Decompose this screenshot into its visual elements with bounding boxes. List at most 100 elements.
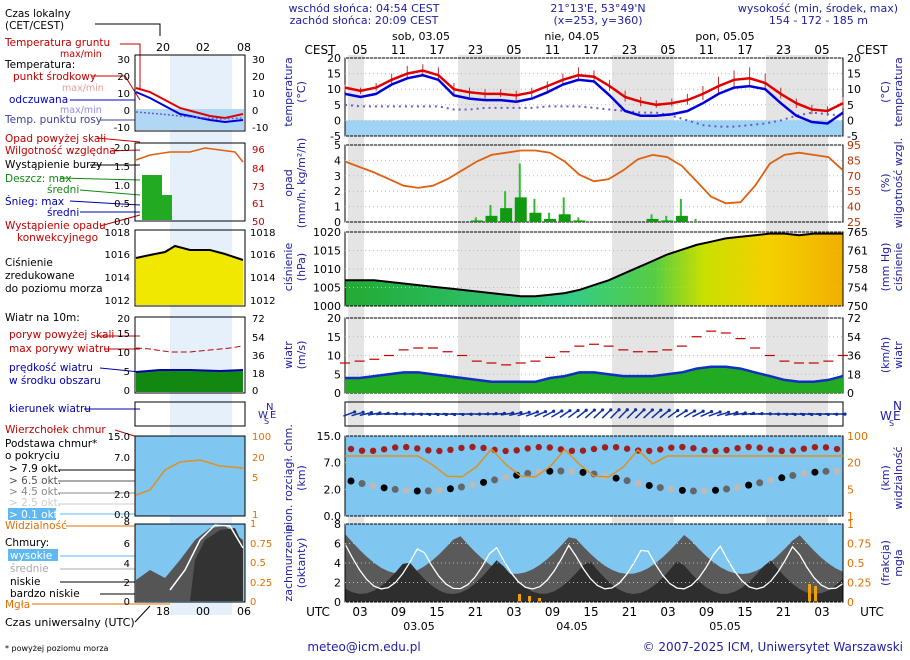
pressure-line — [345, 232, 843, 298]
wind-arrow-head-45 — [726, 410, 731, 414]
wind-arrow-38 — [659, 409, 670, 419]
wind-arrow-40 — [675, 410, 687, 418]
cloud-top-dot-20 — [568, 447, 576, 455]
sunset-text: zachód słońca: 20:09 CEST — [290, 14, 439, 27]
cover-rtick-1: 0.75 — [847, 538, 872, 551]
wind-arrow-42 — [692, 410, 704, 418]
wind-arrow-29 — [584, 409, 595, 419]
temp-ytick-4: 0 — [334, 114, 341, 127]
cloudbase-rtick-3: 1 — [847, 510, 854, 523]
small-press-rtick-3: 1014 — [250, 273, 275, 284]
utc-tick-11: 21 — [776, 605, 791, 619]
rtitle-fog-unit: (frakcja) — [879, 540, 892, 586]
legend-pressure-1: Ciśnienie — [5, 257, 53, 269]
utc-tick-5: 09 — [545, 605, 560, 619]
cest-tick-1: 11 — [391, 43, 406, 57]
wind-ytick-1: 15 — [327, 331, 341, 344]
cest-tick-10: 17 — [737, 43, 752, 57]
cloud-base-panel: 15.0 7.0 2.0 0.0 100 20 5 1 — [317, 430, 869, 523]
cloud-top-dot-0 — [347, 445, 355, 453]
legend-max-min-1: max/min — [62, 83, 104, 94]
wind-arrow-head-24 — [552, 409, 556, 413]
cloud-base-dot-43 — [822, 467, 830, 475]
rtitle-temp-unit: (°C) — [879, 81, 892, 103]
small-cb-tick-3: 2.0 — [114, 490, 130, 501]
wind-arrow-head-43 — [710, 410, 714, 414]
cloud-top-dot-12 — [480, 444, 487, 452]
small-temp-below-zero — [136, 109, 244, 130]
cloud-top-dot-38 — [767, 446, 774, 453]
legend-low: niskie — [10, 576, 41, 588]
cloud-top-dot-19 — [557, 446, 565, 453]
legend-mid-point: punkt środkowy — [13, 71, 96, 83]
wind-arrow-44 — [708, 411, 721, 417]
small-temp-rtick-20: 20 — [252, 72, 265, 83]
rain-mid-bar-15 — [558, 214, 571, 222]
wind-arrow-2 — [359, 411, 372, 417]
rain-mid-bar-9 — [470, 220, 483, 222]
wind-arrow-head-28 — [584, 408, 588, 412]
wind-arrow-46 — [725, 411, 738, 417]
wind-arrow-43 — [700, 410, 712, 418]
legend-clouds: Chmury: — [5, 537, 49, 549]
cloudbase-rtick-1: 20 — [847, 457, 861, 470]
legend-gust-above: poryw powyżej skali — [9, 329, 114, 341]
legend-okt-65: > 6.5 okt. — [9, 475, 61, 487]
small-humidity-line — [135, 147, 244, 163]
wind-arrow-24 — [542, 410, 555, 418]
wind-arrow-head-27 — [576, 408, 580, 413]
small-top-tick-3: 08 — [237, 41, 251, 54]
night-band-2 — [612, 55, 674, 602]
cloud-top-dot-16 — [524, 445, 531, 452]
precip-rtick-0: 95 — [847, 139, 861, 152]
legend: Czas lokalny (CET/CEST) Temperatura grun… — [4, 8, 135, 653]
title-cloud-base: pion. rozciągł. chm. — [282, 424, 295, 532]
wind-arrow-head-44 — [718, 410, 722, 414]
height-values: 154 - 172 - 185 m — [769, 14, 868, 27]
footer-email[interactable]: meteo@icm.edu.pl — [307, 640, 420, 654]
legend-snow-mid: średni — [47, 207, 79, 219]
cloud-top-dot-29 — [668, 444, 675, 451]
cest-tick-7: 23 — [622, 43, 637, 57]
small-top-tick-2: 02 — [196, 41, 210, 54]
wind-arrow-28 — [576, 409, 587, 419]
temp-rtick-1: 15 — [847, 68, 861, 81]
wind-arrow-3 — [367, 412, 380, 416]
cest-tick-8: 05 — [660, 43, 675, 57]
small-cover-line — [169, 524, 244, 591]
legend-rel-humidity: Wilgotność względna — [5, 145, 116, 157]
wind-rtick-1: 54 — [847, 331, 861, 344]
small-temp-panel — [134, 54, 246, 132]
small-winddir-panel — [134, 401, 246, 427]
wind-arrow-1 — [351, 411, 364, 417]
cloud-base-dot-10 — [457, 483, 465, 491]
small-press-rtick-4: 1012 — [250, 296, 275, 307]
legend-okt-79: > 7.9 okt. — [9, 463, 61, 475]
legend-wind-speed-1: prędkość wiatru — [9, 362, 93, 374]
cloud-base-dot-30 — [678, 486, 686, 494]
rtitle-pressure-unit: (mm Hg) — [879, 243, 892, 292]
small-wind-rtick-5: 0 — [252, 386, 258, 397]
title-pressure-unit: (hPa) — [295, 253, 308, 281]
small-wind-area — [136, 370, 243, 392]
compass-left-e: E — [270, 410, 276, 421]
wind-arrow-head-39 — [676, 408, 680, 413]
temp-rtick-4: 0 — [847, 114, 854, 127]
cloud-top-dot-32 — [701, 446, 708, 454]
rtitle-wind: wiatr — [892, 341, 905, 369]
compass-right-n: N — [893, 399, 902, 413]
wind-arrow-41 — [683, 410, 696, 418]
title-cover: zachmurzenie — [282, 524, 295, 601]
cloud-top-dot-25 — [623, 445, 631, 452]
very-low-cloud-area — [345, 560, 843, 602]
wind-direction-panel — [343, 401, 847, 427]
precip-ytick-5: 0 — [334, 216, 341, 229]
wind-arrow-head-36 — [650, 408, 654, 412]
rain-mid-bar-12 — [514, 197, 527, 222]
cloud-top-dot-34 — [723, 446, 730, 454]
small-wind-tick-3: 10 — [117, 348, 130, 359]
legend-ground-temp-range: max/min — [60, 49, 102, 60]
small-axis-labels: 30 20 10 0 -10 30 20 10 0 -10 2.0 1.5 1.… — [105, 55, 276, 608]
wind-arrow-head-42 — [701, 409, 705, 413]
cover-rtick-2: 0.5 — [847, 557, 865, 570]
